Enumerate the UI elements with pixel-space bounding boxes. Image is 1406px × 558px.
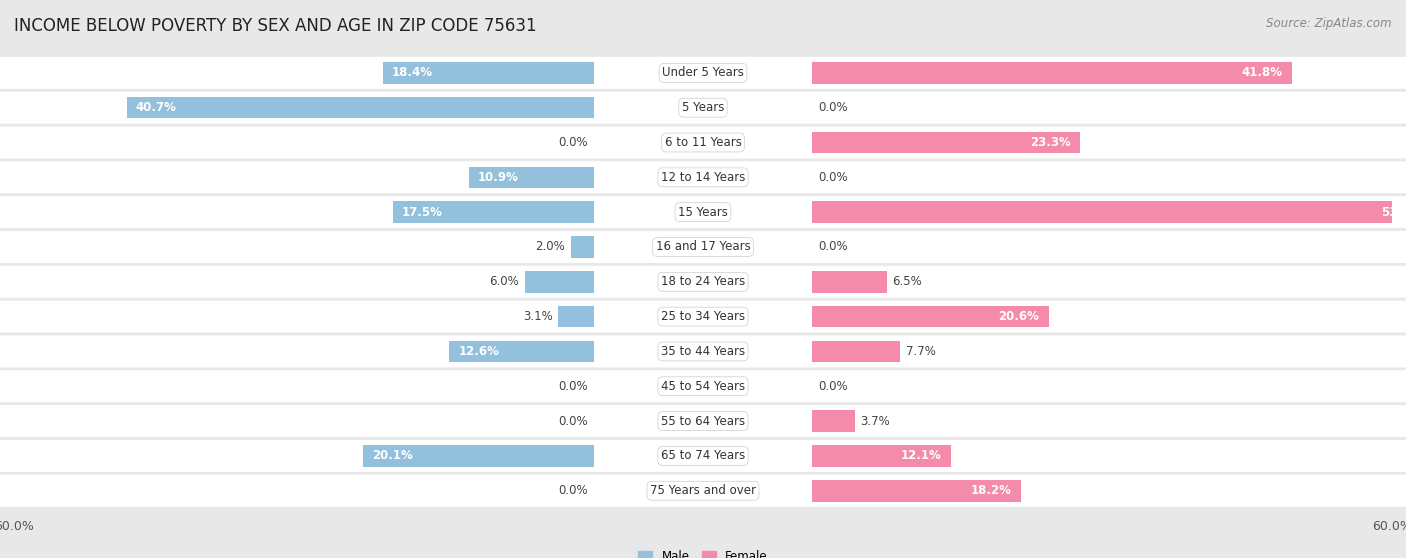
Text: 0.0%: 0.0%: [558, 380, 588, 393]
Bar: [813, 132, 1080, 153]
Bar: [813, 62, 1292, 84]
Text: 12 to 14 Years: 12 to 14 Years: [661, 171, 745, 184]
Text: Under 5 Years: Under 5 Years: [662, 66, 744, 79]
Text: 16 and 17 Years: 16 and 17 Years: [655, 240, 751, 253]
Bar: [813, 480, 1021, 502]
Bar: [813, 445, 950, 466]
FancyBboxPatch shape: [0, 405, 1406, 437]
Text: 3.1%: 3.1%: [523, 310, 553, 323]
Text: 0.0%: 0.0%: [818, 171, 848, 184]
Text: 3.7%: 3.7%: [860, 415, 890, 427]
Text: 17.5%: 17.5%: [402, 206, 443, 219]
FancyBboxPatch shape: [0, 231, 1406, 263]
Text: 40.7%: 40.7%: [136, 101, 177, 114]
Bar: [392, 201, 593, 223]
Bar: [571, 236, 593, 258]
Text: 0.0%: 0.0%: [558, 136, 588, 149]
Bar: [524, 271, 593, 292]
Text: 18.4%: 18.4%: [392, 66, 433, 79]
Text: 41.8%: 41.8%: [1241, 66, 1282, 79]
FancyBboxPatch shape: [0, 266, 1406, 298]
Text: 18.2%: 18.2%: [972, 484, 1012, 497]
Text: 53.9%: 53.9%: [1381, 206, 1406, 219]
Text: 10.9%: 10.9%: [478, 171, 519, 184]
Bar: [468, 166, 593, 188]
FancyBboxPatch shape: [0, 161, 1406, 193]
Text: Source: ZipAtlas.com: Source: ZipAtlas.com: [1267, 17, 1392, 30]
Text: 6.5%: 6.5%: [893, 275, 922, 288]
Bar: [813, 271, 887, 292]
FancyBboxPatch shape: [0, 440, 1406, 472]
FancyBboxPatch shape: [0, 475, 1406, 507]
Text: 45 to 54 Years: 45 to 54 Years: [661, 380, 745, 393]
Text: 65 to 74 Years: 65 to 74 Years: [661, 449, 745, 463]
FancyBboxPatch shape: [0, 335, 1406, 368]
Text: 25 to 34 Years: 25 to 34 Years: [661, 310, 745, 323]
FancyBboxPatch shape: [0, 92, 1406, 124]
Bar: [363, 445, 593, 466]
Text: 18 to 24 Years: 18 to 24 Years: [661, 275, 745, 288]
Bar: [127, 97, 593, 118]
Bar: [813, 410, 855, 432]
Text: 55 to 64 Years: 55 to 64 Years: [661, 415, 745, 427]
Bar: [813, 201, 1406, 223]
Text: 0.0%: 0.0%: [558, 484, 588, 497]
Text: 2.0%: 2.0%: [536, 240, 565, 253]
Text: 20.1%: 20.1%: [373, 449, 413, 463]
Text: 5 Years: 5 Years: [682, 101, 724, 114]
Text: 6 to 11 Years: 6 to 11 Years: [665, 136, 741, 149]
Text: 23.3%: 23.3%: [1029, 136, 1070, 149]
Text: 75 Years and over: 75 Years and over: [650, 484, 756, 497]
Bar: [450, 340, 593, 362]
Legend: Male, Female: Male, Female: [634, 545, 772, 558]
Bar: [382, 62, 593, 84]
Bar: [813, 306, 1049, 328]
Text: INCOME BELOW POVERTY BY SEX AND AGE IN ZIP CODE 75631: INCOME BELOW POVERTY BY SEX AND AGE IN Z…: [14, 17, 537, 35]
Text: 35 to 44 Years: 35 to 44 Years: [661, 345, 745, 358]
Text: 0.0%: 0.0%: [818, 240, 848, 253]
Text: 20.6%: 20.6%: [998, 310, 1039, 323]
FancyBboxPatch shape: [0, 301, 1406, 333]
Text: 12.1%: 12.1%: [901, 449, 942, 463]
FancyBboxPatch shape: [0, 57, 1406, 89]
Text: 0.0%: 0.0%: [558, 415, 588, 427]
FancyBboxPatch shape: [0, 371, 1406, 402]
Text: 15 Years: 15 Years: [678, 206, 728, 219]
Text: 6.0%: 6.0%: [489, 275, 519, 288]
Text: 12.6%: 12.6%: [458, 345, 499, 358]
Bar: [813, 340, 900, 362]
Bar: [558, 306, 593, 328]
Text: 0.0%: 0.0%: [818, 101, 848, 114]
Text: 0.0%: 0.0%: [818, 380, 848, 393]
Text: 7.7%: 7.7%: [907, 345, 936, 358]
FancyBboxPatch shape: [0, 127, 1406, 158]
FancyBboxPatch shape: [0, 196, 1406, 228]
